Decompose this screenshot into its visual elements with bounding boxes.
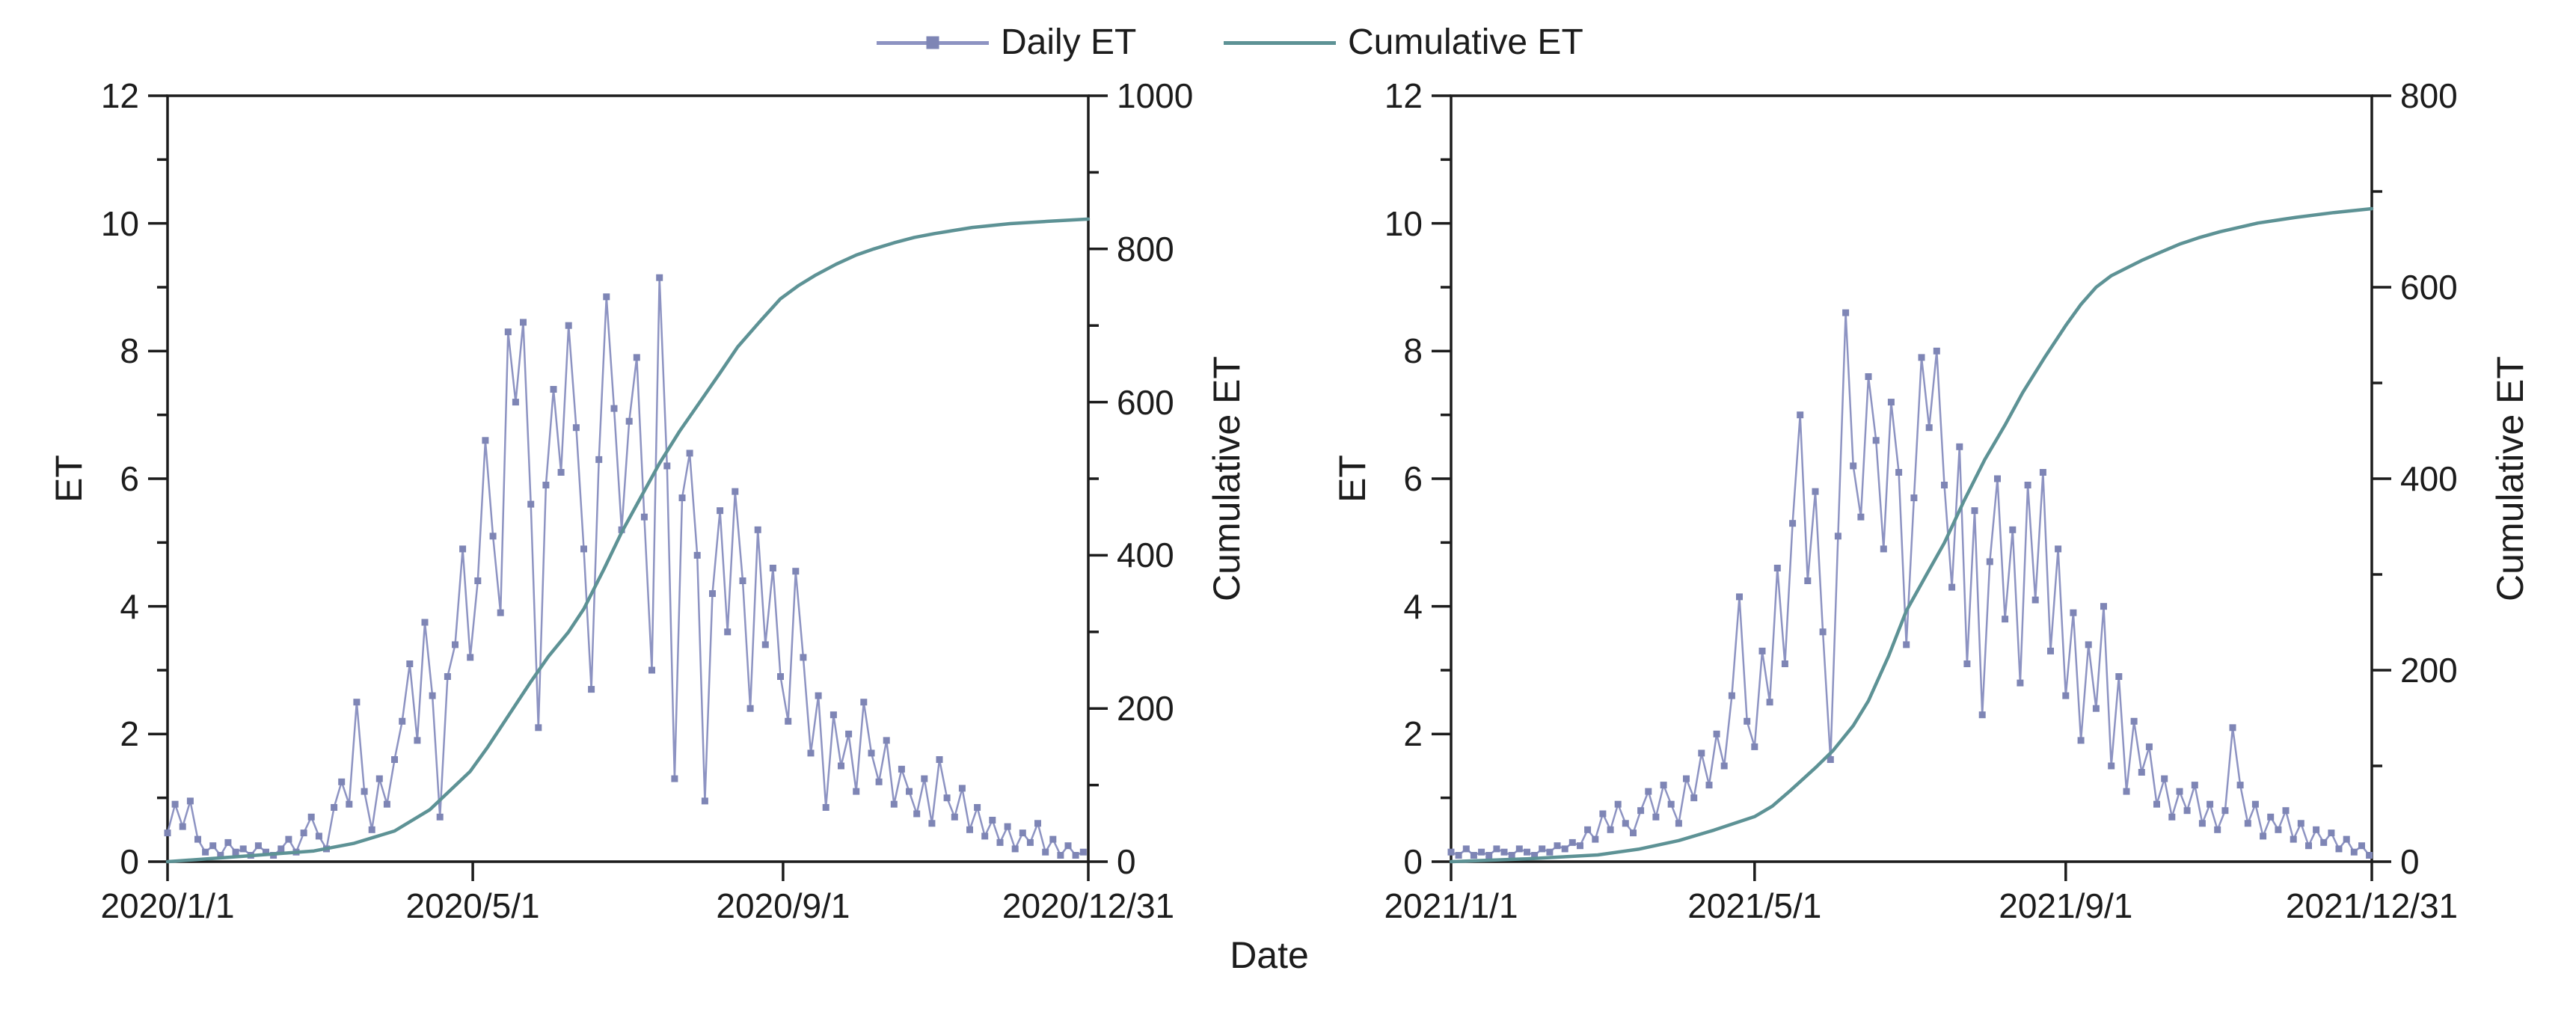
daily-et-square-marker [926, 36, 939, 49]
y-right-ticks-2020 [1088, 94, 1108, 863]
daily-et-series-2021 [1447, 309, 2373, 859]
chart-2021-y-left-axis-title: ET [1331, 455, 1373, 503]
daily-et-line-swatch [877, 36, 989, 49]
chart-2020-y-left-axis-title: ET [48, 455, 90, 503]
cumulative-et-line-swatch [1224, 40, 1336, 45]
x-axis-title: Date [1230, 934, 1309, 976]
y-left-ticks-2021 [1432, 94, 1451, 863]
y-right-ticks-2021 [2372, 94, 2391, 863]
legend-label-cumulative-et: Cumulative ET [1348, 22, 1583, 62]
legend-item-cumulative-et: Cumulative ET [1224, 20, 1583, 65]
legend-item-daily-et: Daily ET [877, 20, 1136, 65]
daily-et-series-2020 [164, 274, 1087, 859]
chart-2021 [1432, 94, 2391, 881]
cumulative-et-series-2020 [165, 217, 1091, 864]
plot-frame-2021 [1450, 94, 2373, 863]
x-ticks-2021 [1450, 862, 2373, 881]
x-ticks-2020 [166, 862, 1090, 881]
legend-label-daily-et: Daily ET [1001, 22, 1137, 62]
chart-2020 [148, 94, 1108, 881]
chart-2020-y-right-axis-title: Cumulative ET [1206, 356, 1248, 601]
y-left-ticks-2020 [148, 94, 168, 863]
plot-frame-2020 [166, 94, 1090, 863]
chart-2021-y-right-axis-title: Cumulative ET [2489, 356, 2531, 601]
cumulative-et-series-2021 [1449, 206, 2374, 864]
